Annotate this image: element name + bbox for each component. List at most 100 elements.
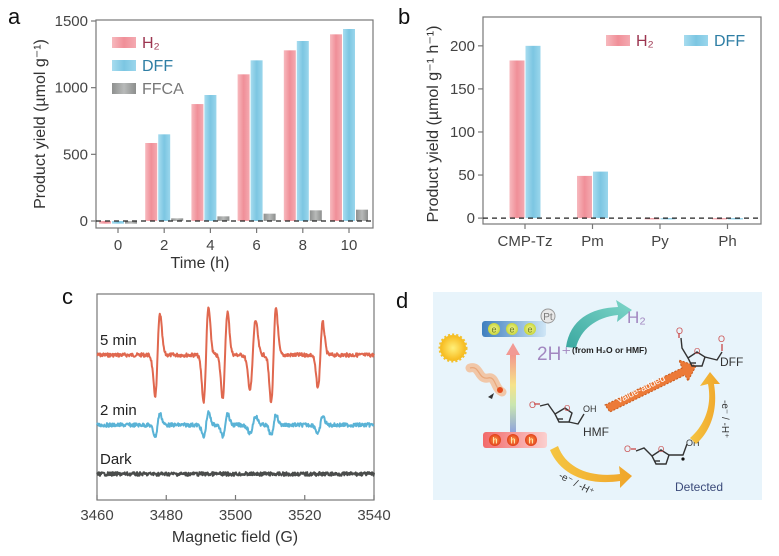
legend-label-dff: DFF [142,58,173,75]
electron-icon [488,323,500,335]
esr-trace-5-min [96,306,375,404]
radical-intermediate-molecule [631,443,688,465]
electron-label: e [491,325,496,335]
bar-ffca-10 [356,209,368,221]
pt-label: Pt [543,312,553,323]
hole-label: h [510,436,515,446]
dff-molecule [678,333,723,367]
pt-cocatalyst-icon [540,308,556,324]
radical-aldehyde-oxygen: O [624,444,631,454]
bar-h2-CMP-Tz [509,60,525,219]
radical-ring-oxygen: O [658,445,664,454]
panel-c-chart: c 5 min 2 min Dark 3460 3480 3500 3520 3540 Ma… [62,284,391,546]
x-tick-label: 10 [341,237,358,254]
bar-dff-8 [296,41,309,221]
legend-a: H₂ DFF FFCA [112,35,184,98]
proton-label: 2H⁺ [537,344,571,365]
bar-h2-Pm [577,175,592,219]
x-tick-label: 0 [114,237,122,254]
x-tick-label: Py [651,233,669,250]
electron-icon [524,323,536,335]
legend-swatch-h2 [112,37,136,48]
legend-label-dff: DFF [714,33,745,50]
trace-label: 5 min [100,332,137,349]
step-label-2: -e⁻ / -H⁺ [719,400,730,438]
bar-h2-Py [644,218,660,220]
hmf-molecule [534,403,585,425]
oxidation-arrow-1 [550,446,632,488]
x-tick-label: 4 [206,237,214,254]
bar-dff-0 [112,221,124,224]
dff-aldehyde-oxygen-2: O [718,334,725,344]
panel-label-d: d [396,288,408,313]
x-tick-label: Pm [581,233,604,250]
bar-ffca-2 [171,218,184,221]
h2-evolution-arrow [566,300,632,348]
oxidation-arrow-2 [690,372,720,444]
x-tick-label: 3480 [150,507,183,524]
panel-b-chart: b 0 50 100 150 200 CMP-Tz Pm Py Ph Product yiel… [398,4,762,250]
legend-b: H₂ DFF [606,33,745,50]
electron-label: e [509,325,514,335]
y-tick-label: 0 [80,213,88,230]
radical-oh-label: OH [686,438,700,448]
bar-dff-Pm [593,171,608,219]
y-axis-label-a: Product yield (µmol g⁻¹) [32,39,49,209]
x-tick-label: 3460 [80,507,113,524]
dff-label: DFF [720,355,743,369]
light-ray-icon [465,363,507,399]
legend-swatch-dff [684,35,708,46]
x-tick-label: 6 [252,237,260,254]
y-tick-label: 1500 [55,13,88,30]
hmf-oh-label: OH [583,404,597,414]
esr-trace-2-min [96,410,375,439]
panel-label-b: b [398,4,410,29]
legend-swatch-dff [112,60,136,71]
bar-dff-4 [204,95,217,221]
legend-label-ffca: FFCA [142,81,184,98]
hole-icon [507,434,519,446]
panel-d-scheme: d e e e Pt h h h [396,288,762,500]
excitation-arrow [506,343,520,433]
y-tick-label: 150 [450,81,475,98]
hole-label: h [528,436,533,446]
plot-frame-b [482,16,762,225]
plot-frame-c [96,293,375,501]
x-axis-label-c: Magnetic field (G) [172,529,298,546]
x-tick-label: 3540 [357,507,390,524]
panel-label-c: c [62,284,73,309]
hole-icon [525,434,537,446]
y-tick-label: 1000 [55,80,88,97]
y-tick-label: 0 [467,210,475,227]
sun-icon [438,333,468,363]
bar-h2-0 [99,221,111,224]
radical-dot [681,457,685,461]
hole-icon [489,434,501,446]
bar-ffca-6 [263,213,276,221]
bar-ffca-8 [309,210,322,221]
h2-product-label: H₂ [627,308,646,327]
bar-h2-10 [330,34,342,222]
panel-a-chart: a 0 500 1000 1500 0 2 4 6 8 10 Time (h) Product … [8,4,374,272]
x-tick-label: 3500 [219,507,252,524]
y-axis-label-b: Product yield (µmol g⁻¹ h⁻¹) [425,26,442,223]
x-tick-label: Ph [718,233,736,250]
bar-dff-6 [250,60,263,222]
legend-label-h2: H₂ [636,33,654,50]
y-tick-label: 100 [450,124,475,141]
proton-source-label: (from H₂O or HMF) [572,345,647,355]
dff-ring-oxygen: O [694,347,700,356]
bar-dff-2 [158,134,171,221]
x-tick-label: 3520 [288,507,321,524]
x-tick-label: 2 [160,237,168,254]
x-tick-label: CMP-Tz [498,233,553,250]
bar-dff-10 [343,29,355,221]
hole-label: h [492,436,497,446]
electron-icon [506,323,518,335]
legend-label-h2: H₂ [142,35,160,52]
electron-label: e [527,325,532,335]
bar-h2-2 [145,143,158,221]
bar-h2-6 [237,74,250,221]
